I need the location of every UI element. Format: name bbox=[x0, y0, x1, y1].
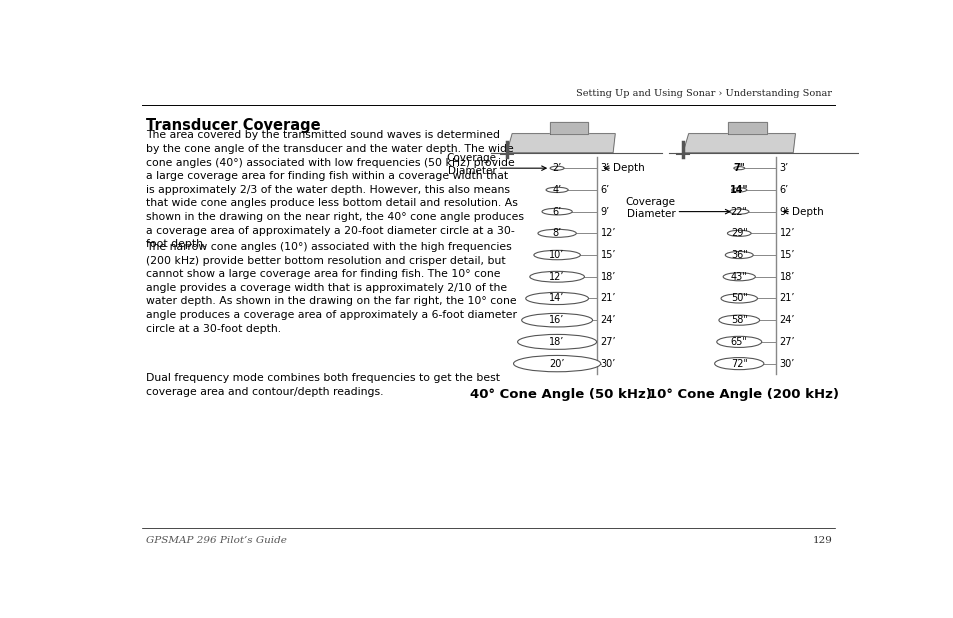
Text: 12’: 12’ bbox=[549, 272, 564, 282]
Text: 27’: 27’ bbox=[779, 337, 795, 347]
Text: Depth: Depth bbox=[791, 206, 822, 216]
Text: 22": 22" bbox=[730, 206, 747, 216]
Text: GPSMAP 296 Pilot’s Guide: GPSMAP 296 Pilot’s Guide bbox=[146, 536, 287, 544]
Ellipse shape bbox=[545, 187, 568, 193]
Ellipse shape bbox=[727, 231, 750, 236]
Polygon shape bbox=[727, 122, 766, 133]
Text: 15’: 15’ bbox=[779, 250, 794, 260]
Text: 50": 50" bbox=[730, 294, 747, 303]
Text: 8’: 8’ bbox=[552, 228, 561, 239]
Text: 10° Cone Angle (200 kHz): 10° Cone Angle (200 kHz) bbox=[647, 387, 838, 400]
Ellipse shape bbox=[513, 355, 600, 372]
Text: 65": 65" bbox=[730, 337, 747, 347]
Text: 18’: 18’ bbox=[779, 272, 794, 282]
Ellipse shape bbox=[720, 294, 757, 303]
Ellipse shape bbox=[719, 315, 759, 325]
Text: Dual frequency mode combines both frequencies to get the best
coverage area and : Dual frequency mode combines both freque… bbox=[146, 373, 500, 397]
Text: Coverage
Diameter: Coverage Diameter bbox=[625, 197, 675, 219]
Text: 15’: 15’ bbox=[599, 250, 616, 260]
Text: The area covered by the transmitted sound waves is determined
by the cone angle : The area covered by the transmitted soun… bbox=[146, 130, 524, 249]
Text: 9’: 9’ bbox=[599, 206, 609, 216]
Text: 21’: 21’ bbox=[599, 294, 616, 303]
Text: 14’: 14’ bbox=[549, 294, 564, 303]
Text: 10’: 10’ bbox=[549, 250, 564, 260]
Ellipse shape bbox=[722, 273, 755, 281]
Text: 9’: 9’ bbox=[779, 206, 788, 216]
Ellipse shape bbox=[534, 250, 579, 260]
Text: 58": 58" bbox=[730, 315, 747, 325]
Text: Coverage
Diameter: Coverage Diameter bbox=[446, 153, 497, 176]
Text: 3’: 3’ bbox=[779, 163, 788, 173]
Ellipse shape bbox=[521, 313, 592, 327]
Polygon shape bbox=[682, 133, 795, 153]
Ellipse shape bbox=[529, 271, 584, 282]
Text: 6’: 6’ bbox=[599, 185, 609, 195]
Text: 12’: 12’ bbox=[779, 228, 794, 239]
Text: Setting Up and Using Sonar › Understanding Sonar: Setting Up and Using Sonar › Understandi… bbox=[576, 89, 831, 98]
Text: 6’: 6’ bbox=[552, 206, 561, 216]
Text: 16’: 16’ bbox=[549, 315, 564, 325]
Text: 43": 43" bbox=[730, 272, 747, 282]
Text: 3’: 3’ bbox=[599, 163, 609, 173]
Text: Transducer Coverage: Transducer Coverage bbox=[146, 118, 320, 133]
Text: 12’: 12’ bbox=[599, 228, 616, 239]
Text: 20’: 20’ bbox=[549, 358, 564, 368]
Text: 129: 129 bbox=[812, 536, 831, 544]
Ellipse shape bbox=[525, 292, 588, 305]
Text: 2’: 2’ bbox=[552, 163, 561, 173]
Ellipse shape bbox=[541, 208, 572, 215]
Text: 24’: 24’ bbox=[779, 315, 794, 325]
Polygon shape bbox=[550, 122, 587, 133]
Text: 30’: 30’ bbox=[599, 358, 616, 368]
Text: 72": 72" bbox=[730, 358, 747, 368]
Ellipse shape bbox=[517, 334, 596, 349]
Text: 40° Cone Angle (50 kHz): 40° Cone Angle (50 kHz) bbox=[470, 387, 651, 400]
Text: 6’: 6’ bbox=[779, 185, 788, 195]
Text: Depth: Depth bbox=[612, 163, 644, 173]
Text: 24’: 24’ bbox=[599, 315, 616, 325]
Ellipse shape bbox=[729, 209, 748, 214]
Text: The narrow cone angles (10°) associated with the high frequencies
(200 kHz) prov: The narrow cone angles (10°) associated … bbox=[146, 242, 517, 334]
Text: 18’: 18’ bbox=[599, 272, 616, 282]
Text: 7": 7" bbox=[733, 163, 744, 173]
Text: 4’: 4’ bbox=[552, 185, 561, 195]
Ellipse shape bbox=[537, 229, 576, 237]
Text: 36": 36" bbox=[730, 250, 747, 260]
Ellipse shape bbox=[714, 358, 763, 370]
Text: 29": 29" bbox=[730, 228, 747, 239]
Text: 30’: 30’ bbox=[779, 358, 794, 368]
Text: 14": 14" bbox=[729, 185, 748, 195]
Ellipse shape bbox=[733, 167, 744, 170]
Ellipse shape bbox=[731, 188, 746, 192]
Text: 21’: 21’ bbox=[779, 294, 794, 303]
Ellipse shape bbox=[550, 166, 563, 170]
Ellipse shape bbox=[716, 336, 760, 347]
Ellipse shape bbox=[724, 252, 753, 258]
Text: 18’: 18’ bbox=[549, 337, 564, 347]
Polygon shape bbox=[506, 133, 615, 153]
Text: 27’: 27’ bbox=[599, 337, 616, 347]
